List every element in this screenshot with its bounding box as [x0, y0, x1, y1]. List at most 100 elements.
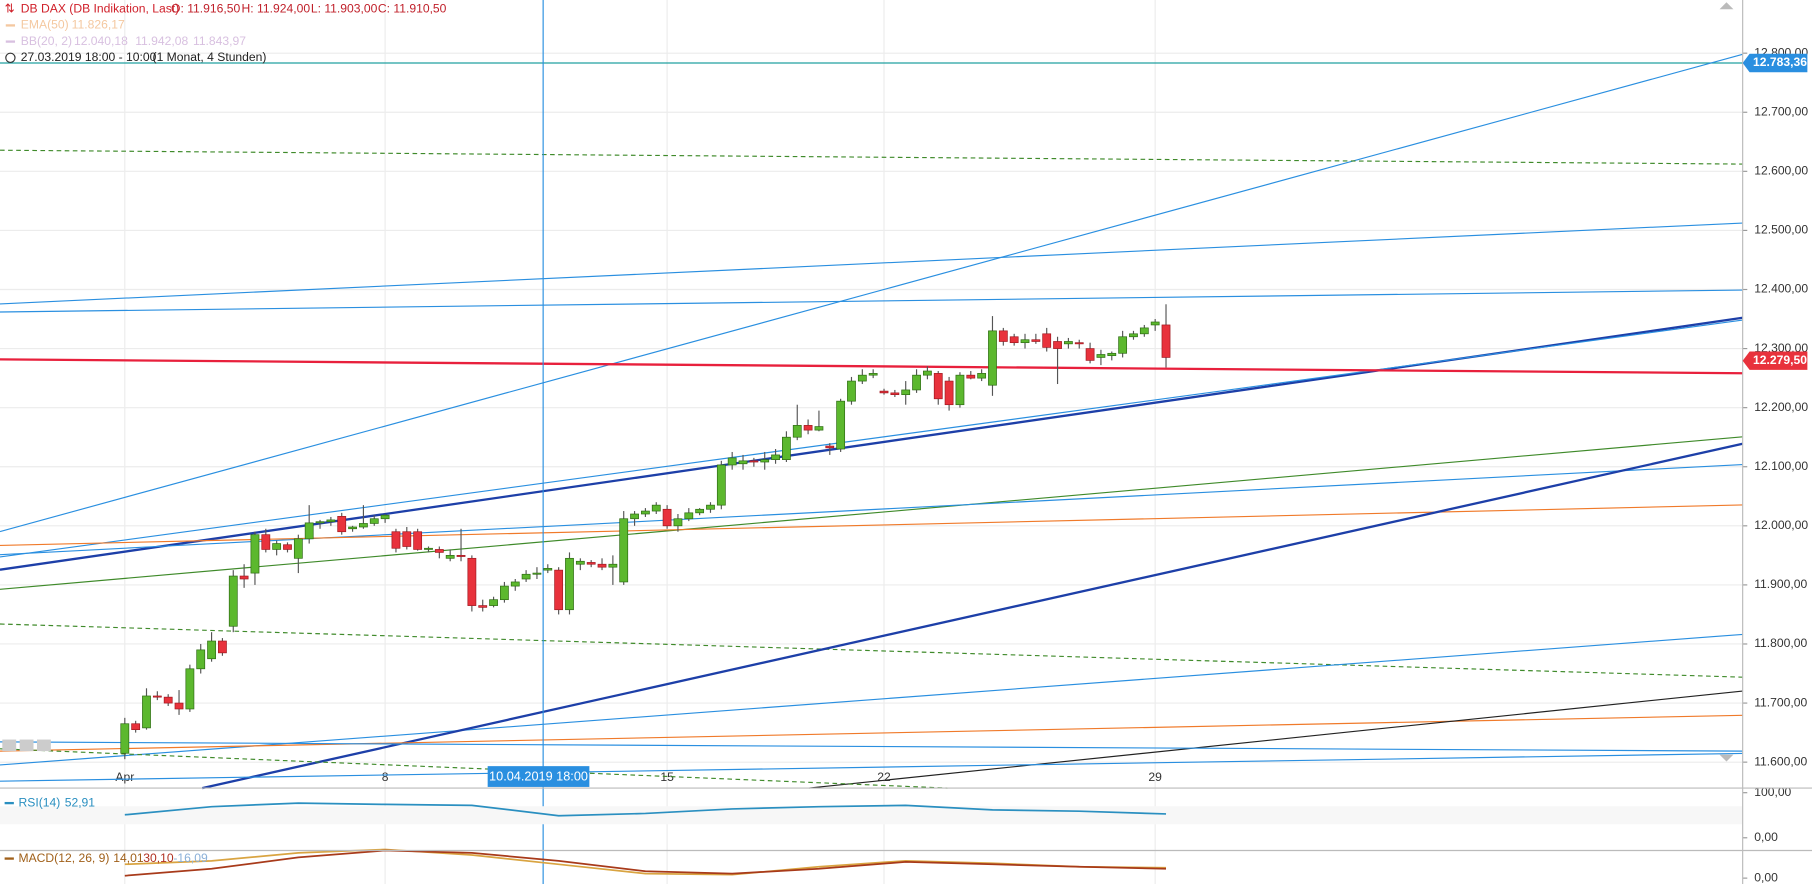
candle-body	[803, 425, 813, 431]
candle-body	[369, 518, 379, 524]
candle-body	[814, 426, 824, 431]
candle-body	[218, 640, 227, 654]
candle-body	[641, 510, 650, 515]
scroll-down[interactable]	[1719, 754, 1734, 762]
candle-body	[966, 374, 976, 379]
price-marker	[1742, 53, 1808, 73]
candle-body	[1107, 352, 1117, 357]
candle-body	[152, 695, 162, 698]
trend-lines	[0, 53, 1743, 790]
candle-body	[1053, 341, 1062, 349]
range: 27.03.2019 18:00 - 10:00	[21, 50, 157, 64]
candle-body	[196, 649, 206, 670]
candle-body	[120, 723, 130, 754]
candle-body	[1139, 327, 1149, 335]
candle-body	[890, 392, 900, 396]
ohlc: O: 11.916,50	[171, 1, 240, 15]
candle-body	[228, 575, 238, 627]
y-tick-label: 12.600,00	[1754, 164, 1808, 178]
price-marker-label: 12.279,50	[1753, 353, 1807, 367]
candle-body	[1074, 342, 1084, 345]
candle-body	[174, 702, 184, 710]
y-tick-label: 11.700,00	[1754, 695, 1807, 709]
control-button[interactable]	[2, 739, 17, 752]
y-tick-label: 0,00	[1754, 870, 1778, 884]
candle-body	[684, 512, 694, 520]
candle-body	[1096, 354, 1106, 358]
candle-body	[163, 696, 173, 704]
candle-body	[977, 373, 987, 379]
bb-value: 11.843,97	[193, 34, 246, 48]
control-button[interactable]	[19, 739, 34, 752]
ohlc: L: 11.903,00	[311, 1, 378, 15]
x-tick-label: 29	[1148, 770, 1162, 784]
candle-body	[923, 370, 932, 376]
candle-body	[706, 504, 715, 510]
candle-body	[142, 695, 151, 729]
control-button[interactable]	[36, 739, 51, 752]
candle-body	[207, 640, 216, 660]
macd-line	[124, 848, 1167, 876]
candle-body	[651, 504, 661, 512]
trend-line	[808, 690, 1743, 789]
candle-body	[1161, 324, 1171, 358]
trend-line	[0, 463, 1743, 556]
candle-body	[857, 374, 867, 382]
candle-body	[608, 563, 618, 568]
scroll-up[interactable]	[1719, 2, 1734, 10]
ohlc: H: 11.924,00	[242, 1, 311, 15]
candle-body	[597, 563, 607, 568]
candle-body	[532, 572, 542, 575]
trend-line	[0, 504, 1743, 546]
candle-body	[771, 454, 780, 460]
candle-body	[131, 723, 141, 730]
candle-body	[738, 460, 748, 465]
chart-controls[interactable]	[2, 2, 1734, 762]
candle-body	[1129, 333, 1138, 338]
candle-body	[1042, 333, 1052, 348]
period: (1 Monat, 4 Stunden)	[153, 50, 267, 64]
price-marker-label: 12.783,36	[1753, 55, 1807, 69]
y-tick-label: 12.400,00	[1754, 282, 1808, 296]
candle-body	[565, 557, 574, 611]
y-tick-label: 12.100,00	[1754, 459, 1808, 473]
candle-body	[239, 575, 249, 580]
y-tick-label: 12.000,00	[1754, 518, 1808, 532]
candle-body	[510, 581, 520, 587]
trend-line	[0, 319, 1743, 558]
y-tick-label: 100,00	[1754, 785, 1791, 799]
trend-line	[201, 442, 1743, 790]
y-tick-label: 12.500,00	[1754, 223, 1808, 237]
candle-body	[944, 380, 954, 406]
trend-line	[0, 53, 1743, 533]
candle-body	[283, 544, 292, 550]
candle-body	[1118, 336, 1128, 354]
macd-value: 30,10	[143, 851, 174, 865]
trend-line	[0, 436, 1743, 590]
rsi-band	[0, 806, 1743, 825]
legend-icon: ⇅	[5, 1, 15, 15]
candle-body	[836, 400, 846, 450]
panels: 0,00 100,00 RSI(14) 52,91 0,00 MACD(12, 26, 9…	[0, 785, 1792, 884]
candle-body	[543, 568, 553, 571]
trend-line	[0, 741, 1743, 752]
y-tick-label: 11.800,00	[1754, 636, 1807, 650]
candle-body	[1085, 348, 1095, 361]
candle-body	[304, 522, 314, 540]
trend-line	[0, 748, 948, 789]
candle-body	[673, 518, 683, 527]
candle-body	[760, 459, 770, 463]
candle-body	[489, 599, 498, 606]
ema-value: 11.826,17	[72, 18, 125, 32]
candle-body	[326, 519, 336, 523]
candle-body	[261, 534, 271, 550]
candle-body	[727, 457, 737, 466]
ohlc: C: 11.910,50	[378, 1, 447, 15]
candle-body	[879, 390, 889, 394]
candle-body	[912, 374, 921, 391]
bb: BB(20, 2)	[21, 34, 72, 48]
rsi-line	[124, 802, 1167, 817]
candle-body	[413, 531, 423, 550]
